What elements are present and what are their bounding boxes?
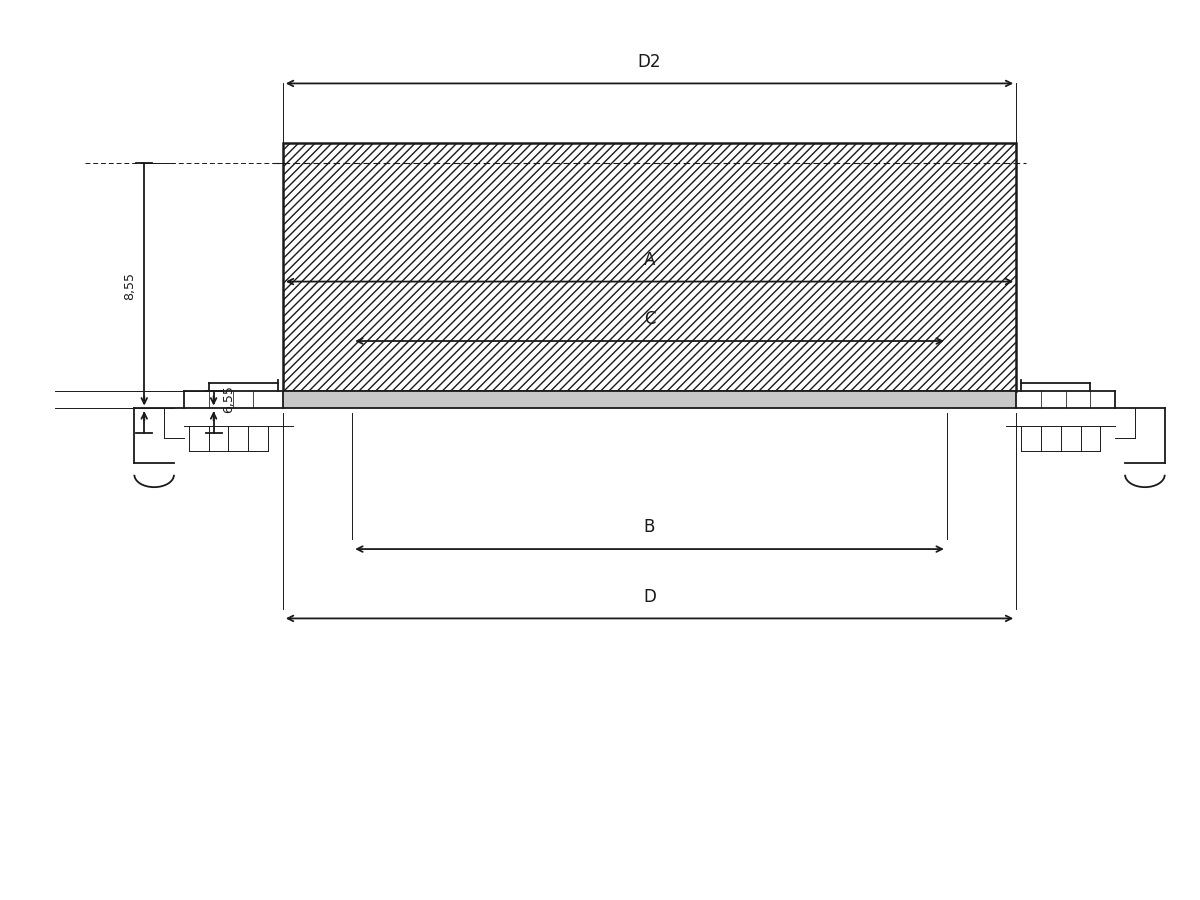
Text: 6,55: 6,55 — [222, 385, 235, 413]
Text: D2: D2 — [637, 52, 661, 70]
Polygon shape — [283, 391, 1016, 409]
Text: A: A — [644, 251, 655, 269]
Text: D: D — [643, 588, 656, 606]
Text: B: B — [644, 518, 655, 536]
Text: C: C — [643, 310, 655, 328]
Polygon shape — [283, 143, 1016, 391]
Text: 8,55: 8,55 — [122, 272, 136, 300]
